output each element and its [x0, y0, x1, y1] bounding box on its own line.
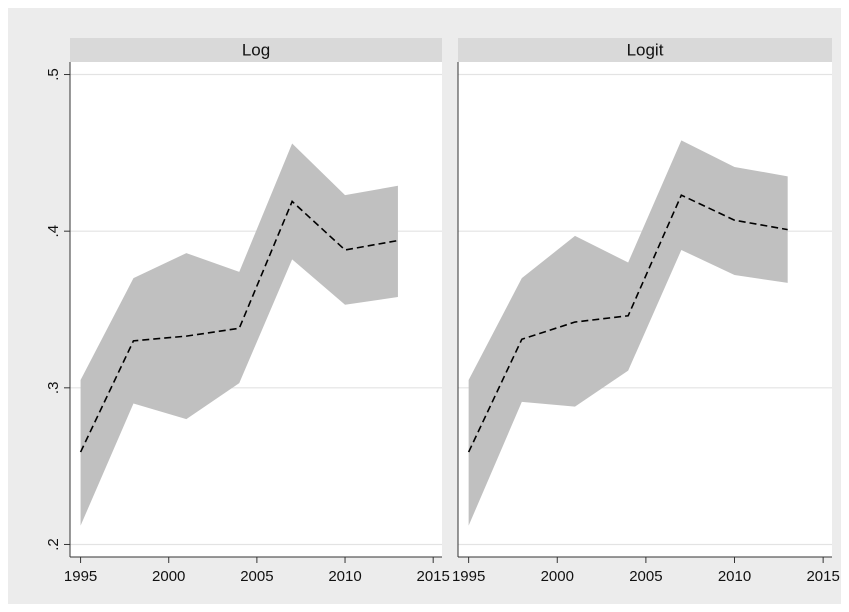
y-tick-label: .4 [45, 225, 62, 238]
panel-header [70, 38, 442, 62]
x-tick-label: 2005 [629, 568, 662, 585]
line [79, 200, 399, 453]
line [467, 194, 788, 453]
x-tick-label: 2010 [718, 568, 751, 585]
x-tick-label: 2015 [806, 568, 839, 585]
panel-title: Logit [627, 40, 664, 59]
x-tick-label: 2010 [328, 568, 361, 585]
y-tick-label: .2 [45, 538, 62, 551]
confidence-band [468, 140, 788, 526]
x-tick-label: 1995 [64, 568, 97, 585]
y-tick-label: .5 [45, 68, 62, 81]
confidence-band [80, 143, 398, 526]
x-tick-label: 2000 [152, 568, 185, 585]
panel-title: Log [242, 40, 270, 59]
x-tick-label: 2000 [541, 568, 574, 585]
panel-header [458, 38, 832, 62]
x-tick-label: 2015 [416, 568, 449, 585]
y-tick-label: .3 [45, 382, 62, 395]
x-tick-label: 1995 [452, 568, 485, 585]
x-tick-label: 2005 [240, 568, 273, 585]
